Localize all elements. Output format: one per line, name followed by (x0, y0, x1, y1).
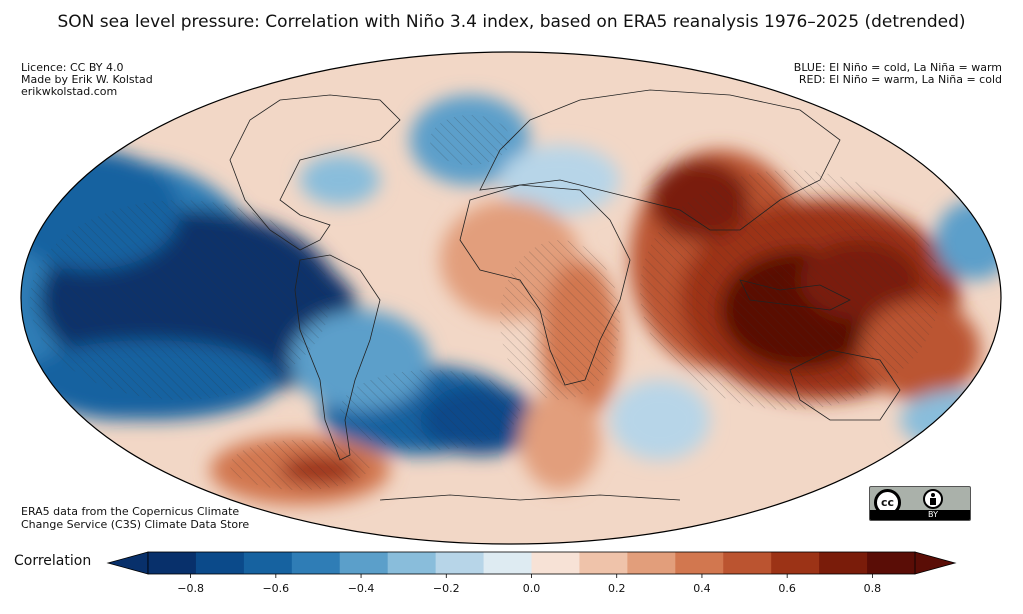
colorbar-segment (531, 552, 580, 574)
cc-by-license-badge: cc BY (869, 486, 971, 521)
credits: Licence: CC BY 4.0 Made by Erik W. Kolst… (21, 62, 153, 98)
colorbar-segment (819, 552, 868, 574)
colorbar-segment (771, 552, 820, 574)
colorbar-tick-label: −0.6 (262, 582, 289, 595)
person-icon (923, 489, 943, 509)
colorbar-tick-label: 0.2 (608, 582, 626, 595)
colorbar-segment (243, 552, 293, 574)
color-legend-note: BLUE: El Niño = cold, La Niña = warm RED… (794, 62, 1002, 86)
colorbar-label: Correlation (14, 553, 92, 569)
map-title: SON sea level pressure: Correlation with… (57, 12, 966, 32)
source-line-1: ERA5 data from the Copernicus Climate (21, 505, 240, 518)
colorbar-segment (579, 552, 628, 574)
source-line-2: Change Service (C3S) Climate Data Store (21, 517, 250, 531)
source-text: ERA5 data from the Copernicus Climate Ch… (21, 505, 250, 531)
colorbar-segment (483, 552, 532, 574)
colorbar-segment (675, 552, 724, 574)
colorbar-segment (291, 552, 341, 574)
colorbar-tick-label: 0.0 (523, 582, 541, 595)
colorbar-segment (148, 552, 197, 574)
colorbar-tick-label: −0.2 (433, 582, 460, 595)
colorbar-segment (867, 552, 916, 574)
website-text: erikwkolstad.com (21, 85, 118, 98)
badge-strip (870, 510, 970, 520)
colorbar: −0.8 −0.6 −0.4 −0.2 0.0 0.2 0.4 0.6 0.8 (106, 551, 957, 595)
red-note: RED: El Niño = warm, La Niña = cold (798, 73, 1002, 86)
coastlines (229, 89, 901, 501)
colorbar-segment (339, 552, 389, 574)
colorbar-tick-label: 0.6 (778, 582, 796, 595)
colorbar-tick-label: −0.8 (177, 582, 204, 595)
colorbar-extend-high (914, 551, 957, 575)
colorbar-segment (387, 552, 437, 574)
colorbar-tick-label: 0.8 (864, 582, 882, 595)
correlation-field (21, 52, 1001, 544)
licence-text: Licence: CC BY 4.0 (21, 61, 124, 74)
colorbar-extend-low (106, 551, 149, 575)
colorbar-segment (627, 552, 676, 574)
colorbar-tick-label: −0.4 (348, 582, 375, 595)
colorbar-segment (195, 552, 245, 574)
by-label: BY (928, 510, 938, 519)
colorbar-tick-label: 0.4 (693, 582, 711, 595)
colorbar-segment (435, 552, 485, 574)
author-text: Made by Erik W. Kolstad (21, 73, 153, 86)
colorbar-segment (723, 552, 772, 574)
map-border (20, 51, 1002, 545)
blue-note: BLUE: El Niño = cold, La Niña = warm (793, 61, 1002, 74)
